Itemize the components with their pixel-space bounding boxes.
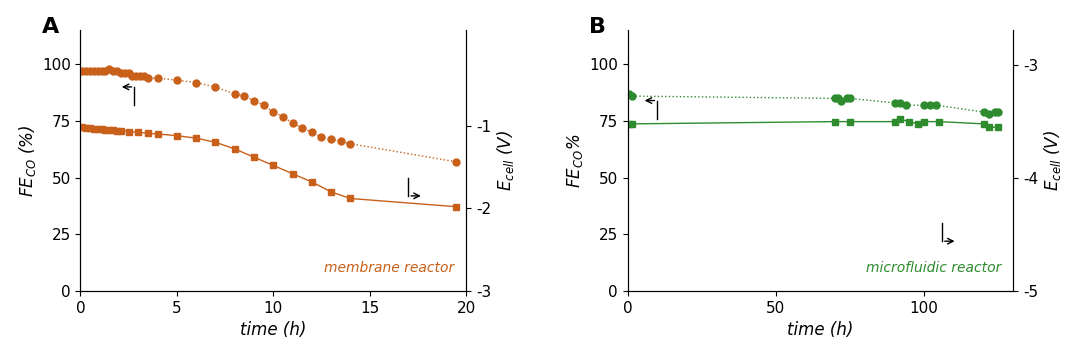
Text: membrane reactor: membrane reactor	[324, 261, 455, 276]
X-axis label: time (h): time (h)	[787, 321, 853, 339]
Y-axis label: E$_{cell}$ (V): E$_{cell}$ (V)	[496, 130, 516, 191]
Text: B: B	[589, 17, 606, 37]
Y-axis label: E$_{cell}$ (V): E$_{cell}$ (V)	[1042, 130, 1064, 191]
Y-axis label: FE$_{CO}$ (%): FE$_{CO}$ (%)	[16, 125, 38, 197]
X-axis label: time (h): time (h)	[240, 321, 307, 339]
Text: microfluidic reactor: microfluidic reactor	[866, 261, 1001, 276]
Text: A: A	[42, 17, 59, 37]
Y-axis label: FE$_{CO}$%: FE$_{CO}$%	[565, 134, 584, 188]
